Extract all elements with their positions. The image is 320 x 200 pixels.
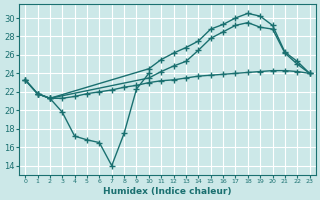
X-axis label: Humidex (Indice chaleur): Humidex (Indice chaleur) <box>103 187 232 196</box>
